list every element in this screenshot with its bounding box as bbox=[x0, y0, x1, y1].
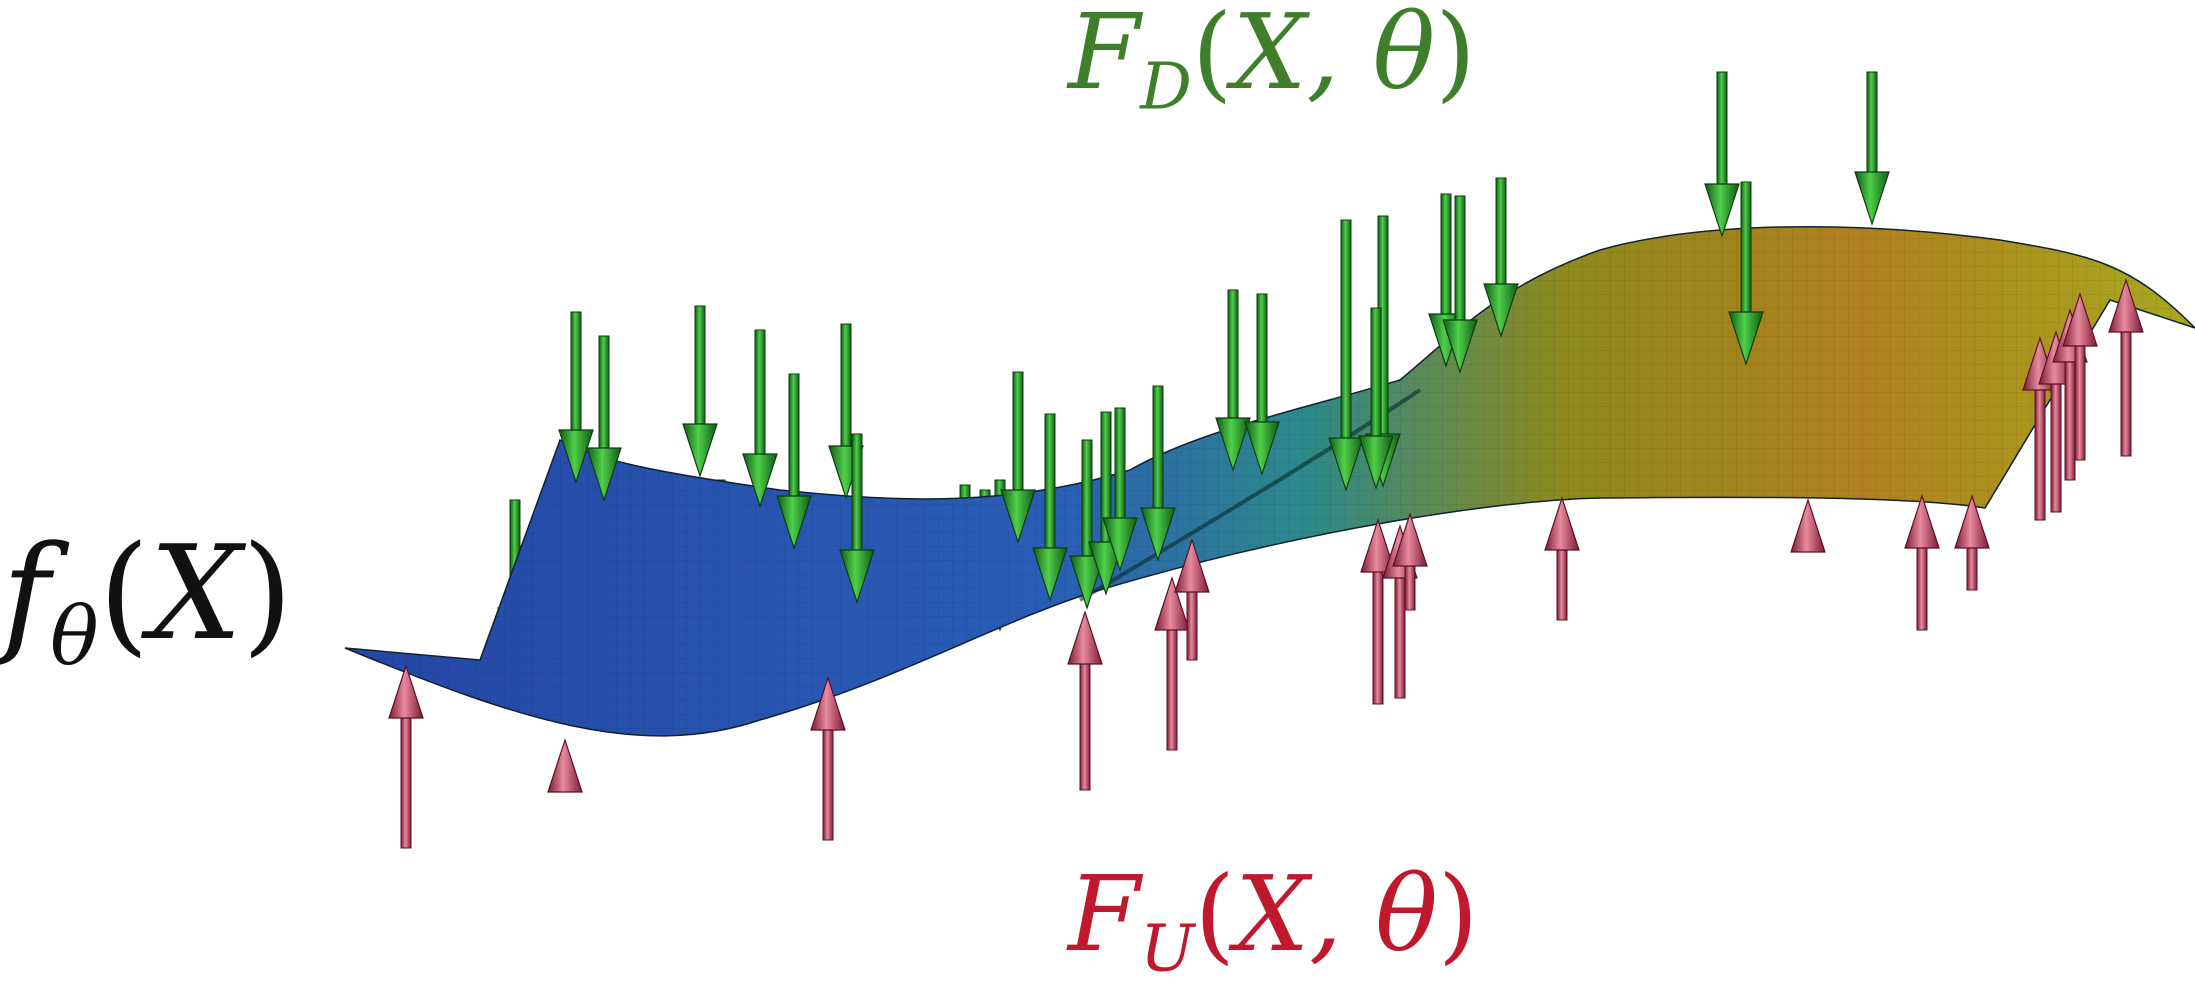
up-force-arrow bbox=[1790, 498, 1826, 553]
down-force-arrow bbox=[776, 373, 812, 550]
down-force-arrow bbox=[1328, 219, 1364, 492]
down-force-arrow bbox=[682, 305, 718, 478]
up-force-arrow bbox=[388, 664, 424, 849]
down-force-arrow bbox=[586, 335, 622, 502]
force-arrows-front bbox=[388, 71, 2144, 849]
down-force-arrow bbox=[1032, 413, 1068, 602]
down-force-arrow bbox=[1442, 195, 1478, 374]
down-force-arrow bbox=[1102, 407, 1138, 572]
down-force-arrow bbox=[1358, 307, 1394, 490]
up-force-arrow bbox=[1544, 496, 1580, 621]
up-force-arrow bbox=[547, 738, 583, 793]
up-force-arrow bbox=[1174, 538, 1210, 661]
up-force-arrow bbox=[2108, 278, 2144, 457]
down-force-arrow bbox=[1215, 289, 1251, 472]
down-force-arrow bbox=[1704, 71, 1740, 238]
down-force-arrow bbox=[1728, 181, 1764, 366]
up-force-arrow bbox=[1954, 494, 1990, 591]
down-force-label: FD(X, θ) bbox=[1068, 0, 1476, 125]
down-force-arrow bbox=[839, 433, 875, 604]
down-force-arrow bbox=[558, 311, 594, 484]
surface-mesh bbox=[345, 226, 2195, 736]
down-force-arrow bbox=[1069, 439, 1105, 610]
up-force-arrow bbox=[1904, 494, 1940, 631]
up-force-arrow bbox=[810, 676, 846, 841]
down-force-arrow bbox=[1244, 293, 1280, 476]
down-force-arrow bbox=[742, 329, 778, 508]
down-force-arrow bbox=[1483, 177, 1519, 338]
down-force-arrow bbox=[1140, 385, 1176, 562]
up-force-label: FU(X, θ) bbox=[1068, 853, 1479, 987]
up-force-arrow bbox=[1154, 576, 1190, 751]
function-label: fθ(X) bbox=[2, 517, 293, 684]
down-force-arrow bbox=[1000, 371, 1036, 544]
up-force-arrow bbox=[1067, 610, 1103, 791]
up-force-arrow bbox=[1360, 518, 1396, 705]
down-force-arrow bbox=[1854, 71, 1890, 226]
up-force-arrow bbox=[2062, 292, 2098, 461]
up-force-arrow bbox=[1392, 512, 1428, 611]
